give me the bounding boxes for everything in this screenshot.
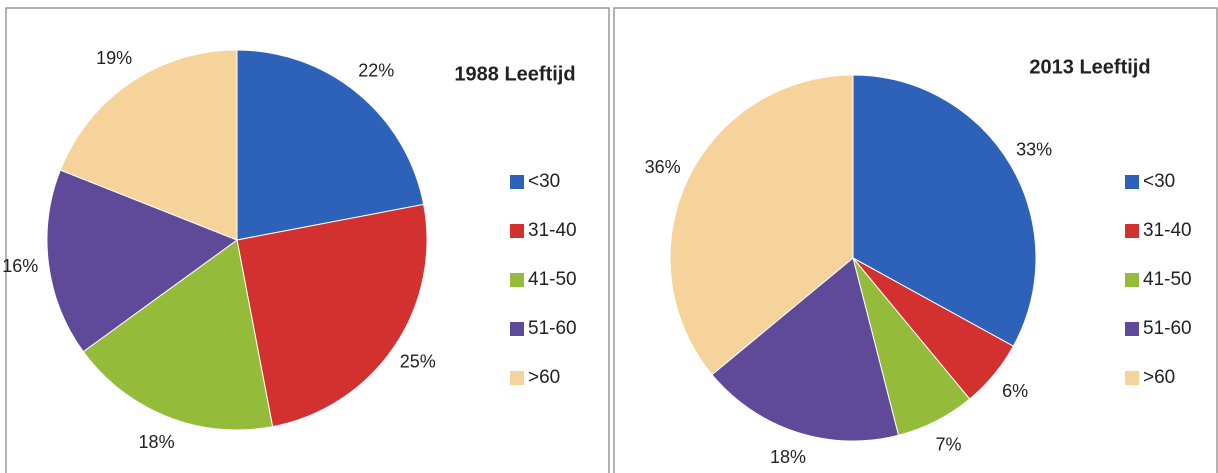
legend-label: 41-50 (1143, 269, 1192, 290)
legend-label: <30 (528, 171, 560, 192)
data-label: 18% (139, 432, 175, 452)
legend-label: 31-40 (1143, 220, 1192, 241)
legend-swatch (510, 224, 524, 238)
pie-slice (669, 74, 854, 376)
legend-label: >60 (528, 367, 560, 388)
legend-label: <30 (1143, 171, 1175, 192)
data-label: 18% (770, 447, 806, 467)
legend-swatch (1125, 371, 1139, 385)
data-label: 19% (96, 48, 132, 68)
legend-swatch (1125, 224, 1139, 238)
pie-slice (711, 257, 900, 442)
data-label: 22% (358, 60, 394, 80)
data-label: 33% (1016, 140, 1052, 160)
legend-swatch (1125, 175, 1139, 189)
data-label: 16% (2, 256, 38, 276)
legend-swatch (510, 175, 524, 189)
pie-slice (852, 74, 1037, 347)
data-label: 25% (400, 352, 436, 372)
legend-swatch (510, 322, 524, 336)
data-label: 36% (645, 157, 681, 177)
pie-slice (236, 49, 425, 241)
legend-label: >60 (1143, 367, 1175, 388)
legend-label: 41-50 (528, 269, 577, 290)
data-label: 7% (936, 434, 962, 454)
data-label: 6% (1002, 381, 1028, 401)
chart-title: 1988 Leeftijd (454, 63, 575, 85)
legend-swatch (510, 371, 524, 385)
pie-slice (236, 203, 428, 428)
legend-label: 51-60 (528, 318, 577, 339)
pie-slice (46, 169, 239, 353)
legend-label: 51-60 (1143, 318, 1192, 339)
legend-label: 31-40 (528, 220, 577, 241)
legend-swatch (1125, 322, 1139, 336)
legend-swatch (510, 273, 524, 287)
legend-swatch (1125, 273, 1139, 287)
chart-title: 2013 Leeftijd (1029, 56, 1150, 78)
pie-slice (82, 239, 274, 431)
pie-slice (59, 49, 238, 241)
